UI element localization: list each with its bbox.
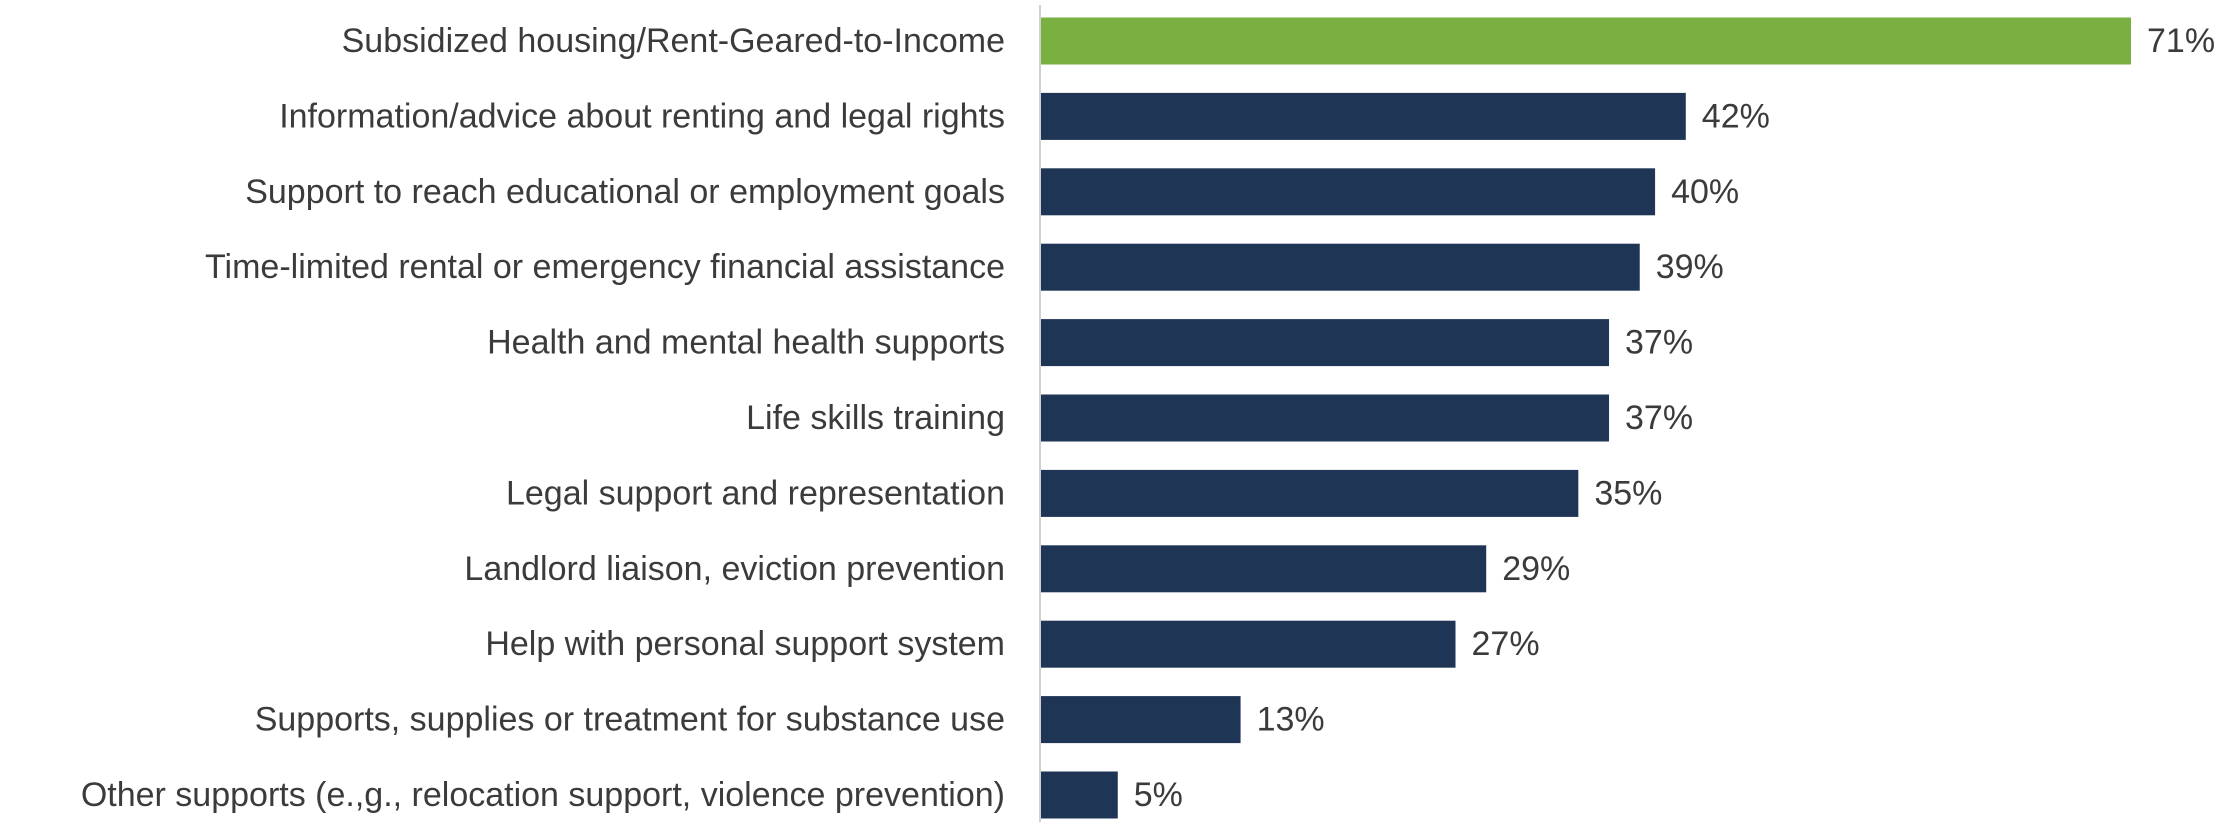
bar-3 [1041, 243, 1640, 291]
category-label-4: Health and mental health supports [487, 324, 1005, 362]
bar-7 [1041, 545, 1487, 593]
bar-4 [1041, 319, 1610, 367]
category-label-1: Information/advice about renting and leg… [279, 97, 1005, 135]
category-label-8: Help with personal support system [485, 625, 1005, 663]
value-label-6: 35% [1594, 474, 1662, 512]
bar-0 [1041, 17, 2131, 65]
category-labels-group: Subsidized housing/Rent-Geared-to-Income… [81, 22, 1005, 814]
value-label-5: 37% [1625, 399, 1693, 437]
bar-10 [1041, 771, 1118, 819]
bar-6 [1041, 469, 1579, 517]
value-label-9: 13% [1257, 701, 1325, 739]
category-label-6: Legal support and representation [506, 474, 1005, 512]
bar-8 [1041, 620, 1456, 668]
category-label-2: Support to reach educational or employme… [245, 173, 1005, 211]
bar-2 [1041, 168, 1656, 216]
value-label-8: 27% [1472, 625, 1540, 663]
bar-1 [1041, 92, 1686, 140]
category-label-5: Life skills training [746, 399, 1005, 437]
bars-group [1041, 17, 2131, 819]
value-label-7: 29% [1502, 550, 1570, 588]
category-label-7: Landlord liaison, eviction prevention [464, 550, 1005, 588]
value-label-4: 37% [1625, 324, 1693, 362]
bar-9 [1041, 696, 1241, 744]
value-label-0: 71% [2147, 22, 2215, 60]
value-label-10: 5% [1134, 776, 1183, 814]
category-label-10: Other supports (e.,g., relocation suppor… [81, 776, 1005, 814]
value-label-3: 39% [1656, 248, 1724, 286]
category-label-0: Subsidized housing/Rent-Geared-to-Income [342, 22, 1005, 60]
value-label-2: 40% [1671, 173, 1739, 211]
value-label-1: 42% [1702, 97, 1770, 135]
category-label-3: Time-limited rental or emergency financi… [205, 248, 1005, 286]
bar-5 [1041, 394, 1610, 442]
category-label-9: Supports, supplies or treatment for subs… [255, 701, 1005, 739]
value-labels-group: 71% 42% 40% 39% 37% 37% 35% 29% 27% 13% 5% [1134, 22, 2215, 814]
